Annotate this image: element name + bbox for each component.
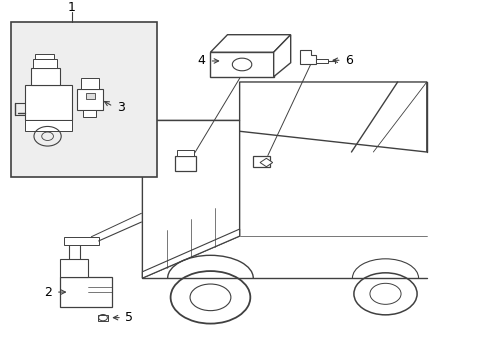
Polygon shape <box>25 85 72 121</box>
Polygon shape <box>60 259 88 277</box>
Text: 6: 6 <box>345 54 352 67</box>
Polygon shape <box>210 35 290 52</box>
Polygon shape <box>60 277 112 307</box>
Polygon shape <box>316 59 327 63</box>
Polygon shape <box>98 315 108 321</box>
Polygon shape <box>260 158 272 167</box>
Text: 2: 2 <box>44 285 52 298</box>
Polygon shape <box>177 149 194 156</box>
Text: 1: 1 <box>68 1 76 14</box>
Polygon shape <box>175 156 196 171</box>
Text: 4: 4 <box>197 54 205 67</box>
Polygon shape <box>142 229 239 278</box>
Polygon shape <box>25 121 72 131</box>
Polygon shape <box>142 121 239 278</box>
Polygon shape <box>81 78 99 89</box>
Polygon shape <box>210 52 273 77</box>
Polygon shape <box>77 89 103 110</box>
Polygon shape <box>33 59 57 68</box>
Text: 3: 3 <box>116 101 124 114</box>
Polygon shape <box>253 156 269 167</box>
FancyBboxPatch shape <box>11 22 157 176</box>
Polygon shape <box>142 82 426 152</box>
Polygon shape <box>83 110 96 117</box>
Polygon shape <box>30 68 60 85</box>
Polygon shape <box>63 237 99 245</box>
Polygon shape <box>35 54 54 59</box>
Polygon shape <box>300 50 316 64</box>
Polygon shape <box>273 35 290 77</box>
Text: 5: 5 <box>125 311 133 324</box>
Polygon shape <box>86 93 95 99</box>
